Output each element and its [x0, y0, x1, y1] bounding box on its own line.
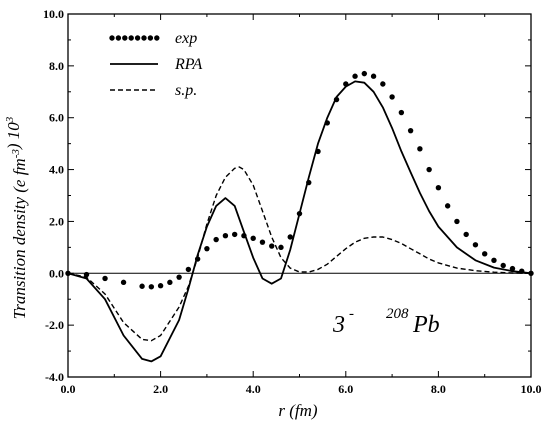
- exp-point: [370, 73, 377, 79]
- exp-point: [157, 283, 164, 289]
- exp-point: [380, 81, 386, 87]
- x-tick-label: 4.0: [246, 382, 261, 396]
- exp-point: [259, 239, 266, 245]
- legend-exp-marker: [147, 35, 154, 41]
- exp-point: [472, 242, 479, 248]
- y-tick-label: 8.0: [49, 59, 64, 73]
- legend-exp-marker: [128, 35, 134, 41]
- x-tick-label: 10.0: [521, 382, 542, 396]
- legend-exp-marker: [141, 35, 147, 41]
- y-tick-label: 2.0: [49, 214, 64, 228]
- legend-label: s.p.: [175, 82, 197, 99]
- exp-point: [435, 185, 442, 191]
- y-tick-label: -2.0: [45, 318, 64, 332]
- exp-point: [185, 266, 192, 273]
- x-tick-label: 8.0: [431, 382, 446, 396]
- exp-point: [167, 279, 173, 286]
- exp-point: [250, 235, 256, 241]
- x-tick-label: 0.0: [61, 382, 76, 396]
- exp-point: [102, 275, 108, 282]
- annotation-multipolarity-sup: -: [349, 306, 354, 322]
- exp-point: [407, 127, 414, 134]
- exp-point: [120, 279, 127, 286]
- x-tick-label: 6.0: [338, 382, 353, 396]
- y-axis-label: Transition density (e fm-3) 103: [4, 116, 29, 319]
- legend: exp RPA s.p.: [109, 30, 202, 99]
- exp-point: [454, 218, 460, 225]
- legend-label: exp: [175, 30, 197, 47]
- series-rpa-line: [67, 80, 532, 363]
- exp-point: [148, 284, 155, 290]
- x-tick-label: 2.0: [153, 382, 168, 396]
- exp-point: [204, 245, 210, 252]
- exp-point: [83, 271, 90, 278]
- exp-point: [389, 94, 395, 100]
- exp-point: [417, 146, 423, 152]
- plot-frame: [67, 13, 532, 378]
- series-exp: [65, 70, 534, 290]
- exp-point: [231, 231, 238, 238]
- y-tick-label: -4.0: [45, 370, 64, 384]
- exp-point: [269, 243, 275, 249]
- y-tick-label: 0.0: [49, 266, 64, 280]
- y-tick-label: 4.0: [49, 163, 64, 177]
- legend-label: RPA: [174, 56, 202, 73]
- exp-point: [482, 251, 488, 257]
- series-group: [65, 70, 534, 363]
- y-tick-label: 10.0: [43, 7, 64, 21]
- series-sp-line: [67, 166, 532, 342]
- exp-point: [222, 232, 229, 239]
- annotation-nucleus: Pb: [412, 312, 440, 338]
- exp-point: [463, 231, 469, 238]
- exp-point: [361, 70, 368, 77]
- legend-exp-marker: [109, 35, 115, 41]
- annotation-mass-number: 208: [386, 306, 409, 322]
- exp-point: [426, 166, 432, 173]
- exp-point: [176, 274, 182, 280]
- plot-axes: [67, 13, 532, 378]
- legend-exp-marker: [154, 35, 160, 41]
- exp-point: [398, 109, 405, 116]
- legend-exp-marker: [122, 35, 128, 41]
- legend-exp-marker: [134, 35, 141, 41]
- exp-point: [509, 265, 516, 272]
- exp-point: [491, 257, 497, 264]
- legend-exp-marker: [115, 35, 122, 41]
- exp-point: [278, 244, 284, 251]
- exp-point: [500, 262, 506, 269]
- exp-point: [352, 73, 358, 79]
- exp-point: [444, 203, 451, 209]
- exp-point: [213, 236, 219, 243]
- exp-point: [287, 234, 293, 240]
- annotation-multipolarity: 3: [332, 312, 345, 338]
- ticks-group: 0.0 2.0 4.0 6.0 8.0 10.0 -4.0 -2.0 0.0 2.0 4.0 6.0 8…: [43, 7, 542, 396]
- x-axis-label: r (fm): [278, 401, 318, 420]
- y-tick-label: 6.0: [49, 111, 64, 125]
- annotation: 3 - 208 Pb: [332, 306, 440, 338]
- exp-point: [139, 283, 145, 289]
- y-axis-label-group: Transition density (e fm-3) 103: [4, 116, 29, 319]
